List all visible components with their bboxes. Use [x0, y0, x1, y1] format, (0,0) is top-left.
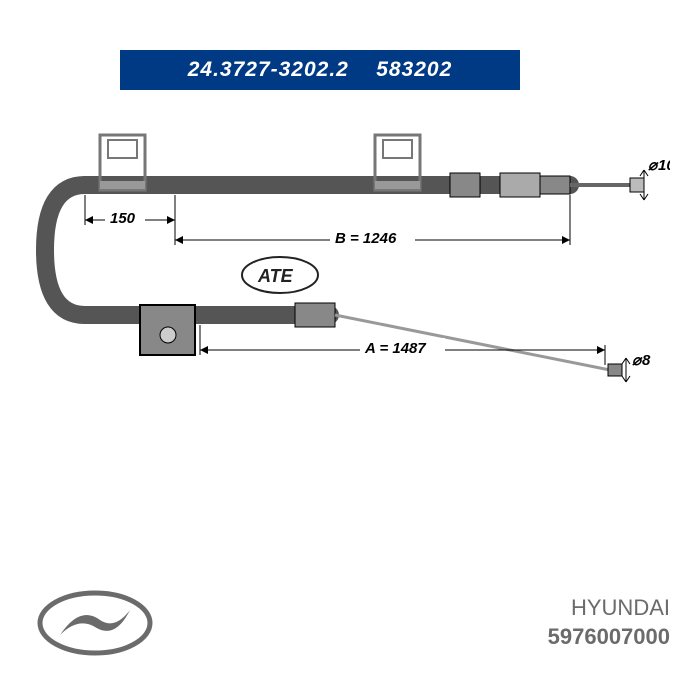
- svg-text:ATE: ATE: [257, 266, 294, 286]
- dim-b-label: B = 1246: [335, 230, 397, 247]
- bracket-1: [100, 135, 145, 190]
- part-info: HYUNDAI 5976007000: [548, 594, 670, 651]
- header-bar: 24.3727-3202.2 583202: [120, 50, 520, 90]
- footer: HYUNDAI 5976007000: [30, 585, 670, 660]
- header-alt-number: 583202: [376, 58, 452, 82]
- brand-name: HYUNDAI: [548, 594, 670, 623]
- bracket-3: [140, 305, 195, 355]
- dim-a-label: A = 1487: [364, 340, 426, 357]
- header-part-number: 24.3727-3202.2: [188, 58, 349, 82]
- dia-10-label: 10: [658, 157, 670, 174]
- ate-logo: ATE: [242, 257, 318, 293]
- dia-8-label: 8: [642, 352, 651, 369]
- hyundai-logo: [30, 585, 160, 660]
- dim-150-label: 150: [110, 210, 136, 227]
- cable-diagram: ⌀ 10 ⌀ 8 150 B = 1246 ATE A = 1487: [30, 110, 670, 460]
- footer-part-number: 5976007000: [548, 623, 670, 652]
- bracket-2: [375, 135, 420, 190]
